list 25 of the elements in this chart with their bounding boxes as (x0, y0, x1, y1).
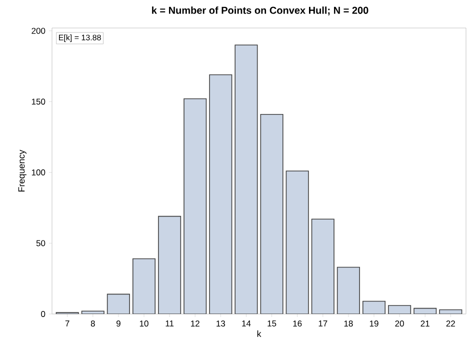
x-tick-label: 16 (293, 320, 302, 327)
x-tick-label: 9 (116, 320, 120, 327)
x-tick-label: 10 (140, 320, 148, 327)
chart-title: k = Number of Points on Convex Hull; N = 200 (152, 6, 368, 16)
x-tick-label: 18 (344, 320, 353, 327)
x-tick-label: 19 (370, 320, 378, 327)
x-tick-label: 22 (446, 320, 455, 326)
x-tick-label: 21 (420, 320, 430, 326)
y-tick-label: 0 (41, 310, 46, 317)
x-tick-label: 8 (90, 320, 95, 327)
y-tick-label: 200 (32, 28, 46, 34)
x-tick-label: 15 (268, 320, 276, 326)
annotation: E[k] = 13.88 (59, 34, 101, 42)
y-tick-label: 150 (32, 98, 46, 105)
x-tick-label: 13 (216, 320, 226, 327)
x-axis-title: k (257, 330, 262, 337)
x-tick-label: 7 (65, 320, 70, 326)
y-tick-label: 100 (32, 169, 46, 176)
y-tick-label: 50 (36, 240, 46, 246)
y-axis-title: Frequency (18, 150, 26, 192)
x-tick-label: 12 (191, 320, 200, 326)
x-tick-label: 20 (395, 320, 404, 327)
x-tick-label: 17 (318, 320, 328, 326)
x-tick-label: 14 (242, 320, 251, 326)
x-tick-label: 11 (166, 320, 174, 326)
